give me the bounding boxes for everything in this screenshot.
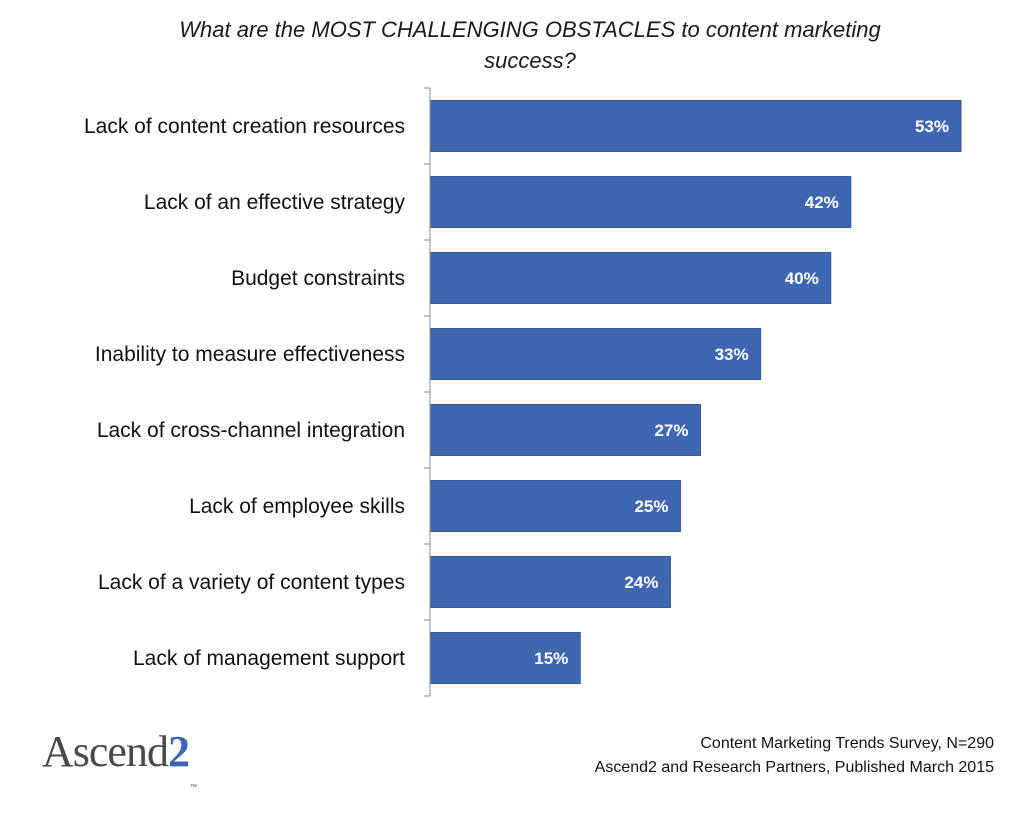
- logo-numeral: 2: [167, 727, 190, 776]
- logo-trademark: ™: [189, 784, 197, 791]
- logo-wordmark: Ascend: [42, 727, 169, 776]
- bar-5: [429, 404, 702, 456]
- bar-4: [429, 328, 762, 380]
- bar-8: [429, 632, 581, 684]
- bar-value-label: 27%: [654, 421, 688, 440]
- bar-7: [429, 556, 671, 608]
- category-label: Lack of employee skills: [189, 495, 405, 518]
- category-label: Inability to measure effectiveness: [95, 343, 405, 366]
- source-line-survey: Content Marketing Trends Survey, N=290: [700, 735, 994, 752]
- bar-chart: 53% Lack of content creation resources 42%…: [84, 87, 962, 697]
- category-label: Lack of a variety of content types: [98, 571, 405, 594]
- category-label: Lack of cross-channel integration: [97, 419, 405, 442]
- bar-value-label: 42%: [805, 193, 839, 212]
- source-line-publisher: Ascend2 and Research Partners, Published…: [594, 759, 994, 776]
- category-label: Budget constraints: [231, 267, 405, 290]
- bar-value-label: 33%: [715, 345, 749, 364]
- bar-value-label: 53%: [915, 117, 949, 136]
- category-label: Lack of an effective strategy: [144, 191, 406, 214]
- bar-value-label: 25%: [634, 497, 668, 516]
- bar-3: [429, 252, 832, 304]
- category-label: Lack of management support: [133, 647, 405, 670]
- category-label: Lack of content creation resources: [84, 115, 405, 138]
- bar-2: [429, 176, 852, 228]
- bar-value-label: 40%: [785, 269, 819, 288]
- bar-value-label: 15%: [534, 649, 568, 668]
- bar-value-label: 24%: [624, 573, 658, 592]
- source-note: Content Marketing Trends Survey, N=290 A…: [595, 732, 994, 780]
- chart-title: What are the MOST CHALLENGING OBSTACLES …: [179, 17, 881, 73]
- ascend2-logo: Ascend 2 ™: [42, 727, 197, 813]
- bar-1: [429, 100, 962, 152]
